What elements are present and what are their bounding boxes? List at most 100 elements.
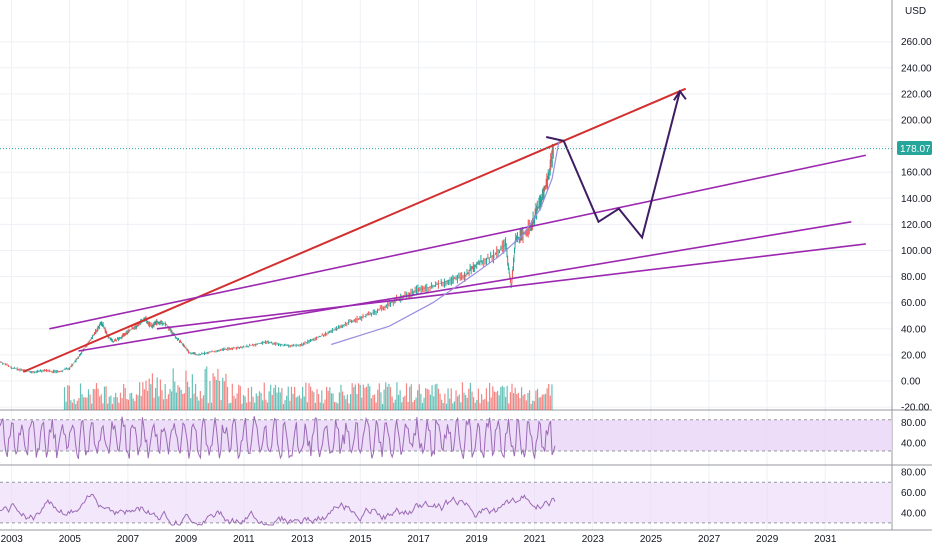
volume-bar [500, 387, 502, 410]
volume-bar [135, 394, 138, 410]
volume-bar [147, 390, 149, 410]
volume-bar [508, 403, 510, 410]
volume-bar [271, 394, 273, 410]
oscillator-1-pane [0, 416, 892, 460]
volume-bar [298, 395, 301, 410]
volume-bar [413, 400, 416, 410]
volume-bar [178, 387, 181, 410]
volume-bar [126, 399, 128, 410]
volume-bar [238, 384, 240, 410]
volume-bar [429, 394, 432, 410]
y-tick-label: 200.00 [901, 116, 932, 127]
volume-bar [268, 391, 270, 410]
volume-bar [196, 396, 198, 410]
volume-bar [369, 386, 371, 410]
volume-bar [377, 389, 379, 410]
volume-bar [341, 391, 344, 410]
y-tick-label: 20.00 [901, 350, 926, 361]
volume-bar [490, 397, 492, 410]
volume-bar [528, 390, 531, 410]
x-tick-label: 2027 [698, 534, 721, 545]
parabolic-curve [331, 139, 560, 346]
volume-bars [63, 366, 553, 410]
volume-bar [439, 393, 441, 410]
volume-bar [292, 393, 294, 410]
volume-bar [250, 386, 253, 410]
x-tick-label: 2019 [466, 534, 489, 545]
volume-bar [217, 368, 219, 410]
volume-bar [281, 387, 283, 410]
volume-bar [362, 384, 364, 410]
volume-bar [313, 392, 315, 410]
volume-bar [233, 395, 235, 410]
volume-bar [148, 378, 150, 410]
volume-bar [485, 388, 488, 410]
volume-bar [487, 401, 489, 410]
volume-bar [258, 391, 261, 410]
volume-bar [349, 394, 352, 410]
volume-bar [535, 390, 537, 410]
volume-bar [287, 386, 289, 410]
volume-bar [134, 401, 136, 410]
volume-bar [286, 395, 288, 410]
volume-bar [332, 393, 334, 410]
volume-bar [319, 402, 321, 410]
volume-bar [190, 398, 192, 410]
resistance-trendline [22, 87, 687, 373]
volume-bar [123, 384, 125, 410]
volume-bar [305, 382, 307, 410]
volume-bar [262, 400, 264, 410]
osc2-tick-label: 40.00 [901, 508, 926, 519]
volume-bar [549, 395, 551, 410]
volume-bar [436, 383, 438, 410]
volume-bar [410, 384, 412, 410]
volume-bar [302, 386, 304, 410]
y-tick-label: 0.00 [901, 377, 921, 388]
volume-bar [163, 399, 165, 410]
volume-bar [394, 399, 396, 410]
volume-bar [453, 401, 456, 410]
volume-bar [118, 402, 120, 410]
osc2-tick-label: 60.00 [901, 488, 926, 499]
volume-bar [516, 393, 518, 410]
volume-bar [532, 400, 534, 410]
volume-bar [477, 388, 480, 410]
volume-bar [103, 386, 106, 410]
volume-bar [455, 390, 457, 410]
volume-bar [199, 390, 201, 410]
volume-bar [431, 385, 433, 410]
projection-arrowhead [673, 89, 687, 101]
volume-bar [169, 389, 171, 410]
volume-bar [420, 393, 422, 410]
volume-bar [476, 399, 478, 410]
volume-bar [99, 396, 101, 410]
volume-bar [345, 399, 347, 410]
volume-bar [142, 382, 144, 410]
volume-bar [164, 384, 166, 410]
volume-bar [397, 394, 400, 410]
volume-bar [540, 396, 542, 410]
volume-bar [230, 402, 232, 410]
volume-bar [536, 388, 539, 410]
volume-bar [417, 390, 419, 410]
volume-bar [273, 388, 275, 410]
volume-bar [143, 389, 146, 410]
volume-bar [231, 383, 233, 410]
osc1-line [0, 416, 556, 460]
volume-bar [423, 397, 425, 410]
volume-bar [94, 389, 96, 410]
volume-bar [210, 402, 213, 410]
volume-bar [115, 392, 117, 410]
volume-bar [279, 392, 281, 410]
volume-bar [338, 392, 340, 410]
volume-bar [318, 393, 320, 410]
volume-bar [145, 380, 147, 410]
volume-bar [458, 394, 460, 410]
volume-bar [380, 392, 382, 410]
x-tick-label: 2007 [117, 534, 140, 545]
volume-bar [364, 387, 366, 410]
volume-bar [482, 399, 484, 410]
x-tick-label: 2005 [59, 534, 82, 545]
volume-bar [370, 398, 372, 410]
